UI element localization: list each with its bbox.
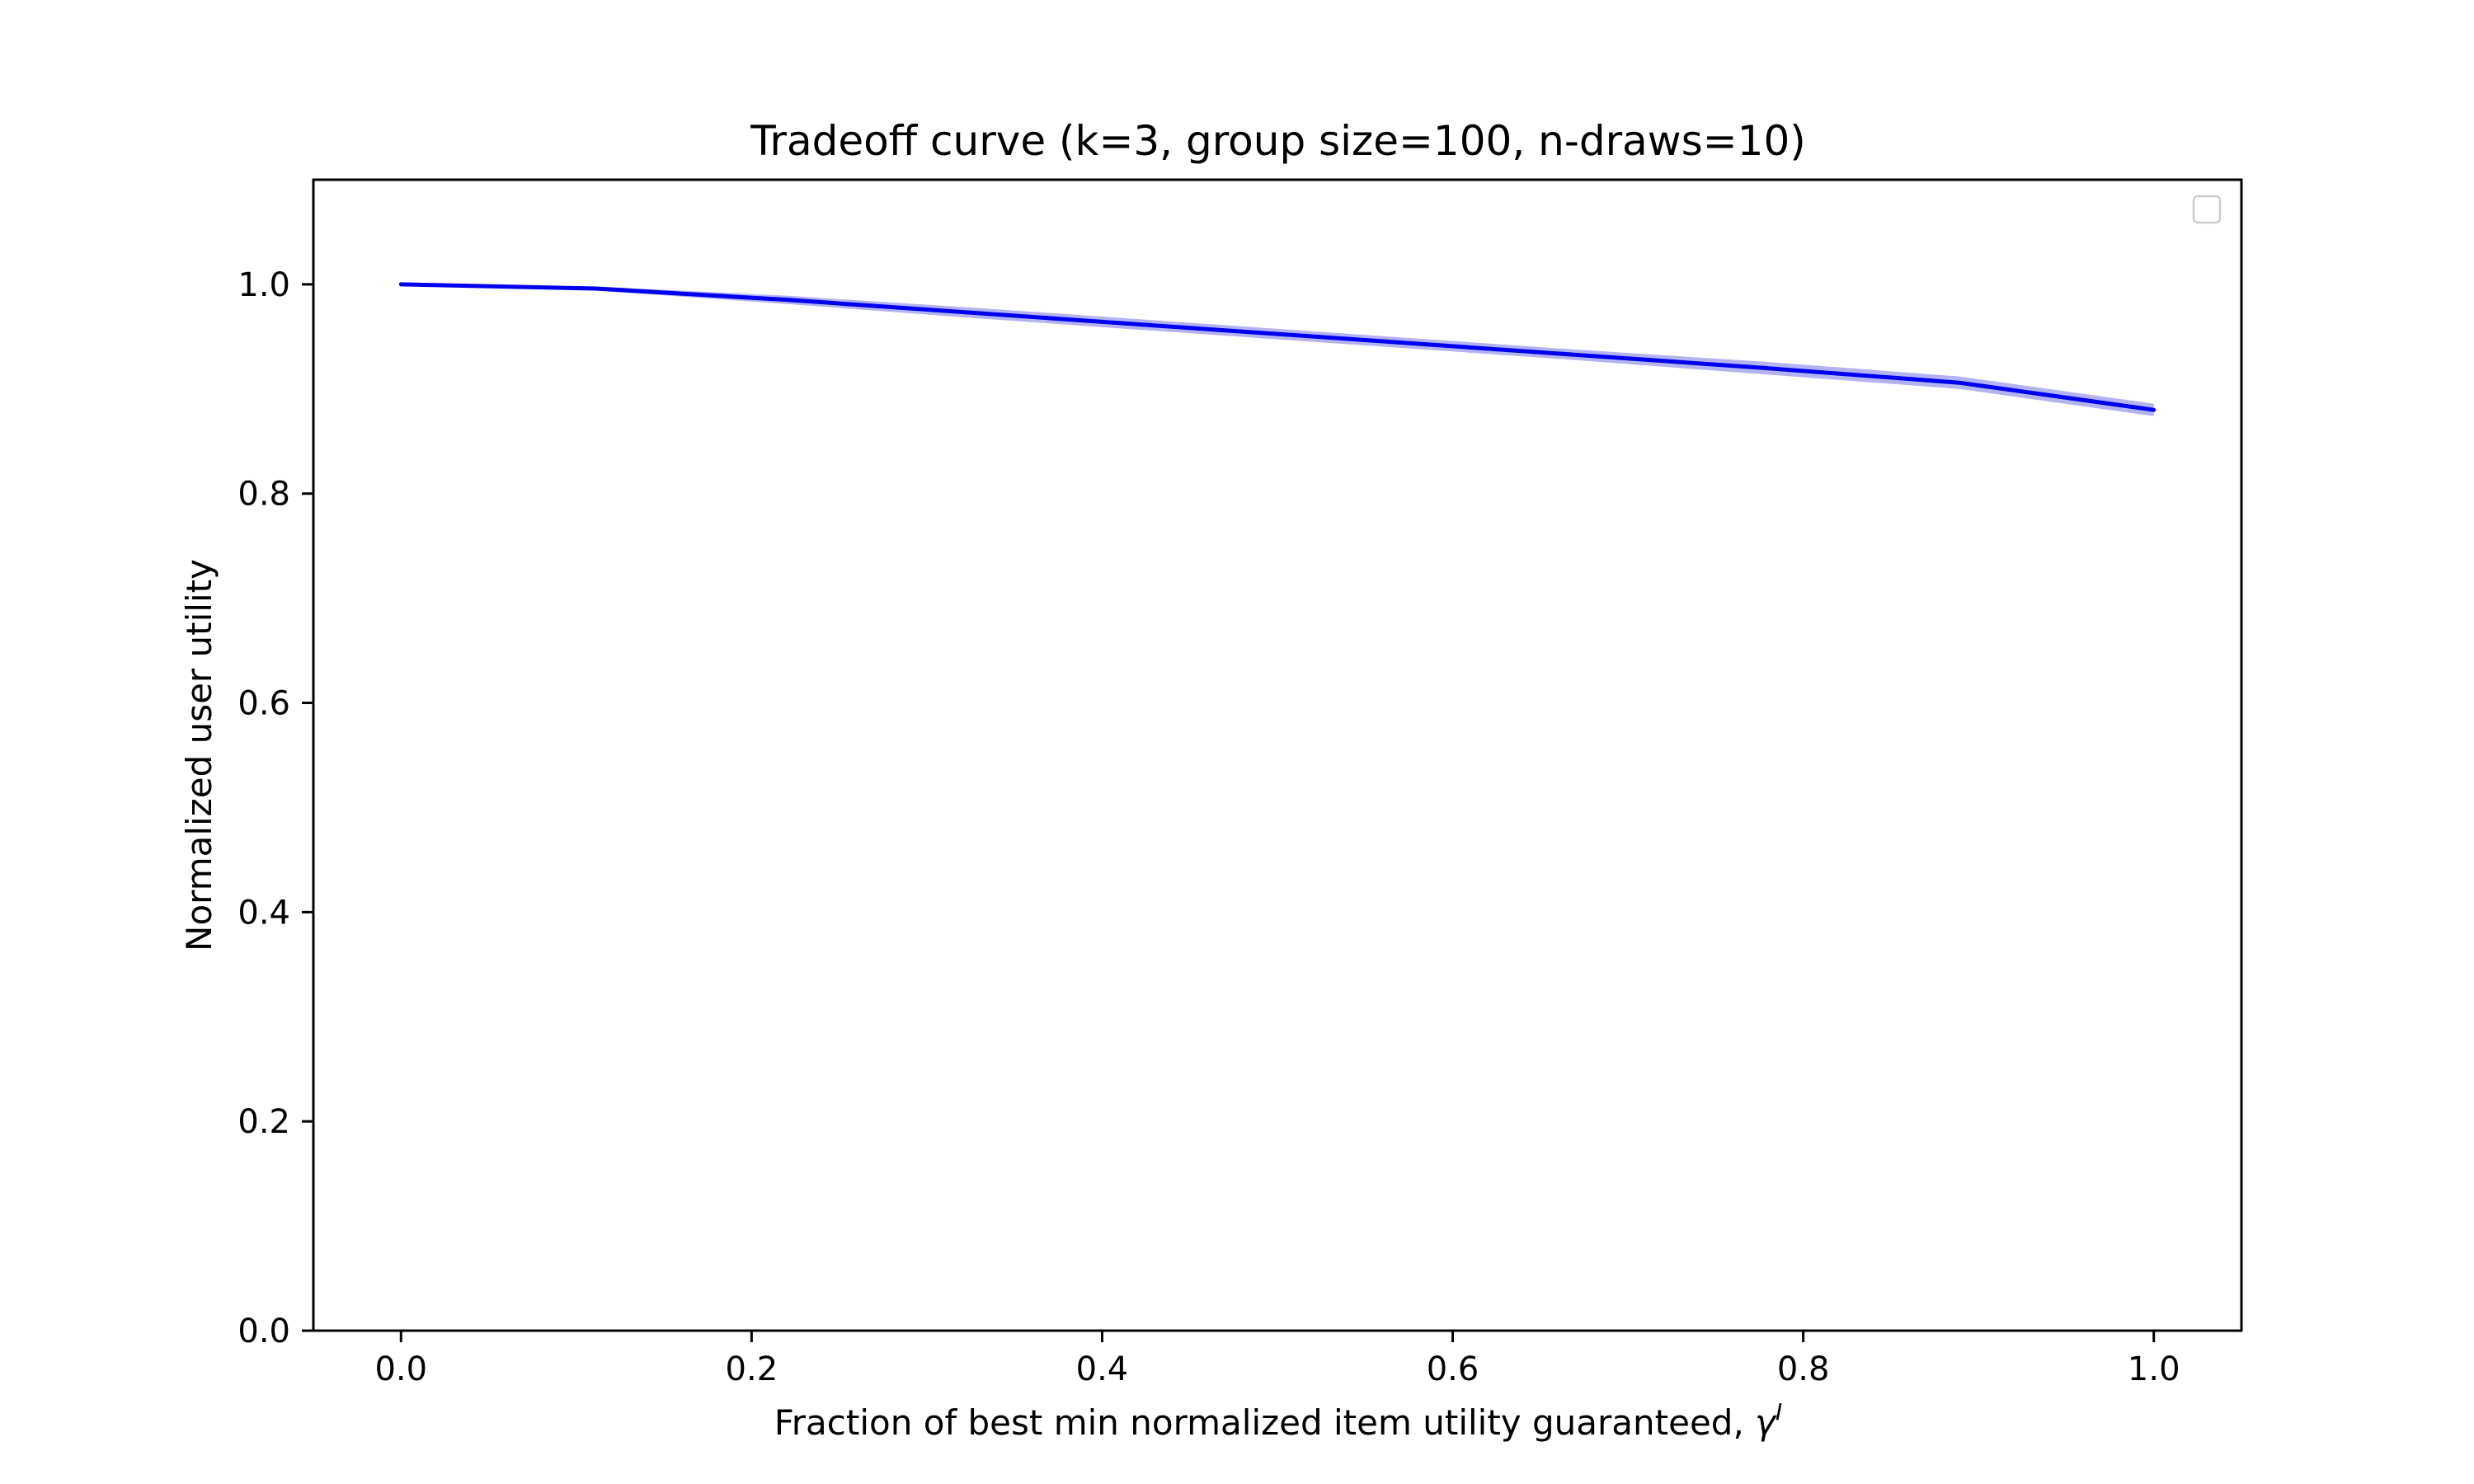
y-tick-label: 0.6 — [238, 685, 290, 723]
gamma-symbol: γ — [1755, 1402, 1777, 1443]
series-line — [398, 282, 2157, 412]
x-tick-label: 0.6 — [1427, 1350, 1479, 1388]
gamma-superscript: I — [1776, 1398, 1782, 1425]
y-tick-label: 0.4 — [238, 894, 290, 932]
x-axis-label: Fraction of best min normalized item uti… — [774, 1398, 1783, 1443]
legend-box — [2192, 195, 2222, 224]
y-tick-label: 0.8 — [238, 476, 290, 514]
x-tick-label: 0.2 — [726, 1350, 778, 1388]
plot-area — [398, 282, 2157, 416]
y-tick-label: 1.0 — [238, 266, 290, 304]
y-tick-label: 0.2 — [238, 1103, 290, 1141]
y-axis-ticks: 0.0 0.2 0.4 0.6 0.8 1.0 — [238, 266, 313, 1350]
x-tick-label: 0.8 — [1777, 1350, 1830, 1388]
chart-title: Tradeoff curve (k=3, group size=100, n-d… — [750, 117, 1806, 165]
x-tick-label: 0.0 — [374, 1350, 427, 1388]
y-axis-label: Normalized user utility — [179, 559, 219, 951]
plot-frame — [312, 178, 2243, 1332]
x-axis-ticks: 0.0 0.2 0.4 0.6 0.8 1.0 — [374, 1331, 2180, 1388]
x-tick-label: 0.4 — [1076, 1350, 1129, 1388]
x-axis-label-text: Fraction of best min normalized item uti… — [774, 1402, 1755, 1443]
y-tick-label: 0.0 — [238, 1313, 290, 1350]
x-tick-label: 1.0 — [2128, 1350, 2180, 1388]
